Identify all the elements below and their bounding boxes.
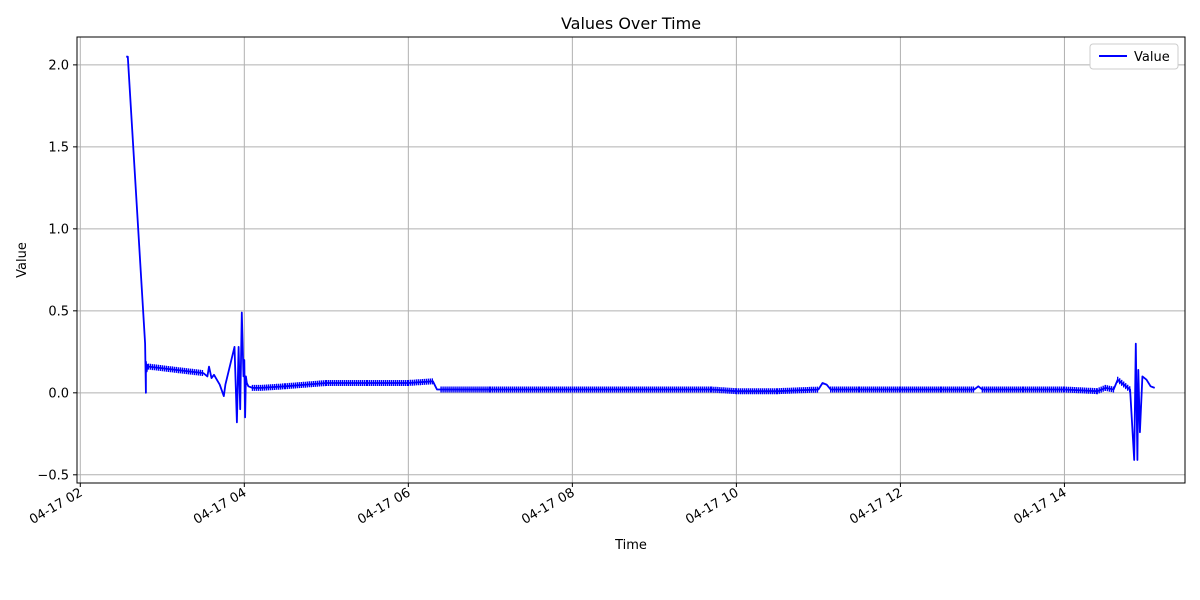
y-axis-ticks: 2.0 1.5 1.0 0.5 0.0 −0.5 (37, 58, 77, 483)
legend-label-value: Value (1134, 50, 1170, 65)
x-tick-label: 04-17 08 (519, 485, 577, 527)
series-noise-band (147, 363, 1131, 395)
x-tick-label: 04-17 14 (1011, 485, 1069, 527)
legend: Value (1089, 43, 1179, 70)
y-tick-label: 0.0 (48, 386, 69, 401)
grid-lines (77, 37, 1185, 483)
series-line-value (126, 55, 1156, 461)
x-tick-label: 04-17 12 (847, 485, 905, 527)
chart-title: Values Over Time (561, 14, 701, 33)
x-tick-label: 04-17 06 (355, 485, 413, 527)
y-axis-label: Value (15, 242, 30, 278)
y-tick-label: 1.5 (48, 140, 69, 155)
y-tick-label: 0.5 (48, 304, 69, 319)
y-tick-label: 2.0 (48, 58, 69, 73)
x-axis-ticks: 04-17 02 04-17 04 04-17 06 04-17 08 04-17 10… (27, 483, 1069, 528)
legend-box (1089, 43, 1179, 70)
x-tick-label: 04-17 10 (683, 485, 741, 527)
x-tick-label: 04-17 04 (191, 485, 249, 527)
x-tick-label: 04-17 02 (27, 485, 85, 527)
x-axis-label: Time (614, 538, 647, 553)
y-tick-label: −0.5 (37, 468, 69, 483)
series-layer (126, 55, 1156, 461)
plot-frame (76, 36, 1186, 484)
y-tick-label: 1.0 (48, 222, 69, 237)
